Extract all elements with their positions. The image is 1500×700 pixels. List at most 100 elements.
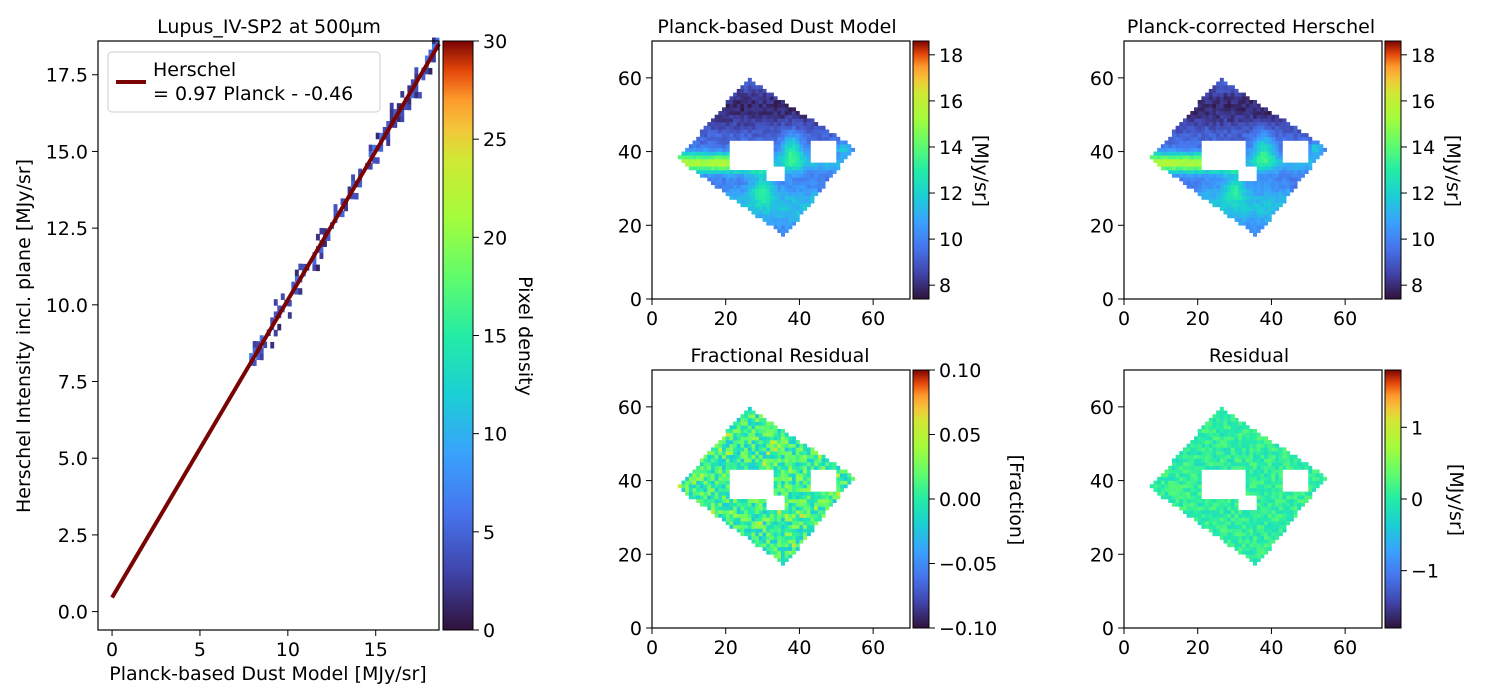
map-pixel [1297, 462, 1301, 466]
map-pixel [1264, 532, 1268, 536]
map-pixel [1176, 163, 1180, 167]
map-pixel [1209, 458, 1213, 462]
map-pixel [1246, 488, 1250, 492]
density-cell [400, 91, 404, 98]
map-pixel [796, 111, 800, 115]
map-pixel [1264, 166, 1268, 170]
map-pixel [722, 499, 726, 503]
map-pixel [718, 440, 722, 444]
map-pixel [718, 163, 722, 167]
map-pixel [792, 118, 796, 122]
map-pixel [763, 510, 767, 514]
map-pixel [803, 517, 807, 521]
map-pixel [718, 155, 722, 159]
map-pixel [785, 470, 789, 474]
map-pixel [752, 429, 756, 433]
map-pixel [1242, 466, 1246, 470]
map-pixel [718, 181, 722, 185]
map-pixel [711, 492, 715, 496]
map-pixel [1268, 517, 1272, 521]
map-pixel [1227, 126, 1231, 130]
map-pixel [803, 170, 807, 174]
map-pixel [1190, 137, 1194, 141]
map-pixel [1209, 129, 1213, 133]
map-pixel [1275, 510, 1279, 514]
map-pixel [1238, 111, 1242, 115]
map-pixel [803, 192, 807, 196]
y-tick-label: 12.5 [46, 218, 88, 240]
map-pixel [737, 104, 741, 108]
map-pixel [1205, 436, 1209, 440]
map-pixel [1220, 451, 1224, 455]
map-pixel [748, 170, 752, 174]
map-pixel [744, 137, 748, 141]
map-pixel [1165, 495, 1169, 499]
map-pixel [818, 170, 822, 174]
map-pixel [1190, 177, 1194, 181]
map-pixel [770, 440, 774, 444]
map-pixel [759, 517, 763, 521]
map-pixel [785, 499, 789, 503]
map-pixel [1257, 506, 1261, 510]
map-pixel [1268, 192, 1272, 196]
map-pixel [1294, 166, 1298, 170]
colorbar-tick-label: −0.10 [939, 618, 997, 640]
map-pixel [807, 118, 811, 122]
map-pixel [1165, 148, 1169, 152]
map-pixel [788, 543, 792, 547]
map-pixel [1257, 214, 1261, 218]
map-pixel [1271, 181, 1275, 185]
map-pixel [796, 115, 800, 119]
density-cell [319, 228, 323, 235]
map-pixel [1231, 93, 1235, 97]
map-pixel [1246, 152, 1250, 156]
map-pixel [1257, 144, 1261, 148]
map-pixel [737, 444, 741, 448]
map-pixel [718, 462, 722, 466]
map-pixel [759, 458, 763, 462]
map-pixel [774, 122, 778, 126]
map-pixel [792, 492, 796, 496]
map-pixel [781, 207, 785, 211]
map-pixel [1179, 484, 1183, 488]
map-pixel [788, 517, 792, 521]
map-pixel [1253, 525, 1257, 529]
map-pixel [718, 470, 722, 474]
map-pixel [792, 481, 796, 485]
map-pixel [814, 166, 818, 170]
map-pixel [1231, 425, 1235, 429]
map-pixel [1201, 115, 1205, 119]
map-pixel [1246, 444, 1250, 448]
map-pixel [737, 188, 741, 192]
map-pixel [763, 177, 767, 181]
map-pixel [1268, 521, 1272, 525]
map-pixel [1212, 96, 1216, 100]
x-tick-label: 20 [1186, 308, 1210, 330]
map-pixel [726, 174, 730, 178]
map-pixel [796, 506, 800, 510]
map-pixel [740, 174, 744, 178]
map-pixel [763, 458, 767, 462]
map-pixel [1187, 126, 1191, 130]
map-pixel [1260, 199, 1264, 203]
map-pixel [744, 196, 748, 200]
map-pixel [1257, 111, 1261, 115]
map-pixel [752, 514, 756, 518]
map-pixel [1308, 141, 1312, 145]
map-pixel [777, 111, 781, 115]
residual-colorbar-label: [MJy/sr] [1445, 464, 1467, 536]
map-pixel [1205, 104, 1209, 108]
map-pixel [726, 133, 730, 137]
map-pixel [1168, 499, 1172, 503]
map-pixel [1246, 96, 1250, 100]
map-pixel [752, 115, 756, 119]
map-pixel [715, 122, 719, 126]
map-pixel [1157, 148, 1161, 152]
map-pixel [799, 155, 803, 159]
map-pixel [1231, 188, 1235, 192]
map-pixel [737, 192, 741, 196]
map-pixel [1282, 492, 1286, 496]
map-pixel [748, 414, 752, 418]
map-pixel [1279, 470, 1283, 474]
map-pixel [1201, 118, 1205, 122]
